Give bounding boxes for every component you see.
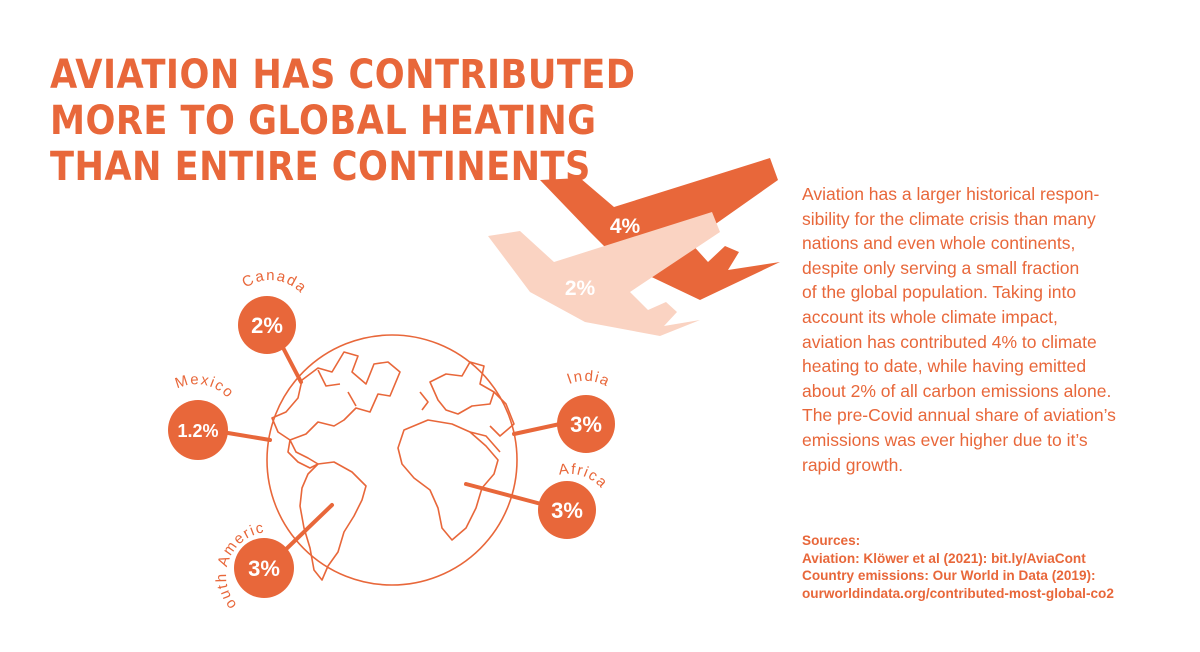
continent-africa <box>397 419 499 541</box>
body-line-12: rapid growth. <box>802 454 904 475</box>
planes-group: 4% 2% <box>488 158 780 336</box>
badge-mexico-value: 1.2% <box>177 421 218 441</box>
body-line-9: about 2% of all carbon emissions alone. <box>802 380 1112 401</box>
source-aviation: Aviation: Klöwer et al (2021): bit.ly/Av… <box>802 550 1086 566</box>
british-isles <box>419 391 429 411</box>
body-line-6: account its whole climate impact, <box>802 306 1058 327</box>
badge-canada-value: 2% <box>251 313 283 338</box>
plane-4-percent-label: 4% <box>610 215 641 238</box>
region-mexico: 1.2% Mexico <box>168 371 238 460</box>
region-canada: 2% Canada <box>238 267 310 354</box>
plane-aviation-emissions <box>488 212 720 336</box>
body-line-5: of the global population. Taking into <box>802 282 1077 303</box>
headline: AVIATION HAS CONTRIBUTED MORE TO GLOBAL … <box>50 52 636 190</box>
region-africa: 3% Africa <box>538 461 610 539</box>
globe-outline <box>266 334 518 586</box>
region-mexico-label: Mexico <box>173 371 238 402</box>
body-line-7: aviation has contributed 4% to climate <box>802 331 1097 352</box>
continent-asia-edge <box>489 391 515 437</box>
body-line-10: The pre-Covid annual share of aviation’s <box>802 405 1116 426</box>
badge-south-america <box>234 538 294 598</box>
badge-canada <box>238 296 296 354</box>
callout-line-india <box>512 422 562 436</box>
region-india: 3% India <box>557 368 615 453</box>
source-url: ourworldindata.org/contributed-most-glob… <box>802 585 1114 601</box>
badge-mexico <box>168 400 228 460</box>
headline-line-1: AVIATION HAS CONTRIBUTED <box>50 52 636 98</box>
headline-line-3: THAN ENTIRE CONTINENTS <box>50 144 591 190</box>
continent-central-america <box>287 439 319 469</box>
region-india-label: India <box>565 368 614 391</box>
callout-line-mexico <box>220 430 272 442</box>
badge-africa <box>538 481 596 539</box>
badge-south-america-value: 3% <box>248 556 280 581</box>
body-line-2: sibility for the climate crisis than man… <box>802 208 1096 229</box>
sources-block: Sources: Aviation: Klöwer et al (2021): … <box>802 532 1172 602</box>
continent-south-america <box>299 461 367 581</box>
callout-line-south-america <box>278 503 334 557</box>
hudson-bay-line <box>317 369 341 387</box>
body-paragraph: Aviation has a larger historical respon-… <box>802 182 1162 477</box>
sources-heading: Sources: <box>802 533 861 548</box>
badge-india-value: 3% <box>570 412 602 437</box>
inland-line <box>347 391 357 407</box>
region-south-america-label: South America <box>0 0 266 613</box>
red-sea-line <box>469 431 501 453</box>
body-line-3: nations and even whole continents, <box>802 233 1076 254</box>
globe <box>266 334 518 586</box>
body-line-4: despite only serving a small fraction <box>802 257 1080 278</box>
region-canada-label: Canada <box>239 267 310 297</box>
badge-africa-value: 3% <box>551 498 583 523</box>
badge-india <box>557 395 615 453</box>
continent-north-america <box>271 351 401 441</box>
body-line-8: heating to date, while having emitted <box>802 356 1087 377</box>
plane-2-percent-label: 2% <box>565 277 596 300</box>
body-line-1: Aviation has a larger historical respon- <box>802 184 1100 204</box>
callout-line-africa <box>464 482 547 507</box>
headline-line-2: MORE TO GLOBAL HEATING <box>50 98 597 144</box>
continent-europe <box>429 361 495 415</box>
source-country: Country emissions: Our World in Data (20… <box>802 568 1096 584</box>
callout-lines <box>220 338 562 557</box>
body-line-11: emissions was ever higher due to it’s <box>802 429 1088 450</box>
